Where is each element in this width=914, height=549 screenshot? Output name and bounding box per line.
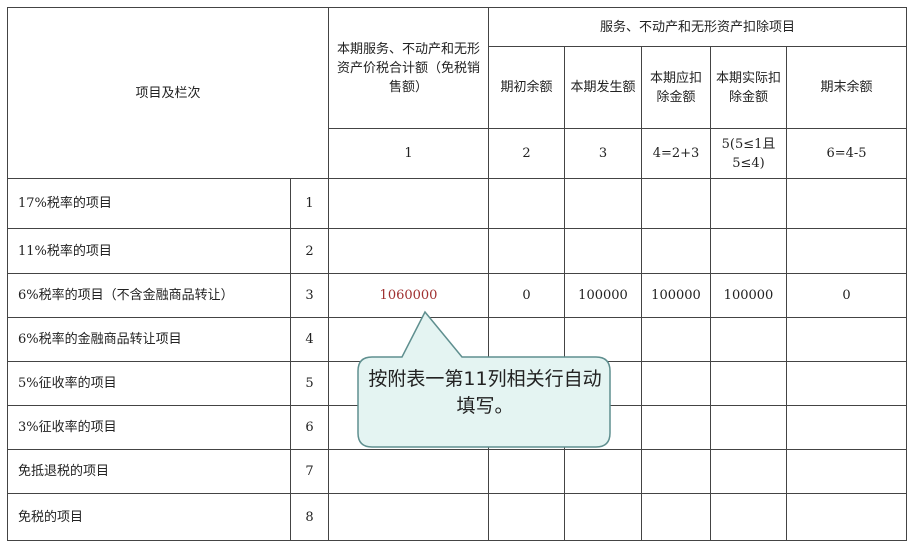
cell-col2[interactable]: [488, 493, 565, 541]
col-number: 5(5≤1且5≤4): [710, 128, 787, 179]
row-label: 11%税率的项目: [7, 228, 291, 274]
cell-col3[interactable]: [564, 493, 642, 541]
cell-col4[interactable]: [641, 361, 711, 406]
col6-header: 期末余额: [786, 46, 907, 129]
deduction-group-header: 服务、不动产和无形资产扣除项目: [488, 7, 907, 47]
row-label: 免税的项目: [7, 493, 291, 541]
col-number: 2: [488, 128, 565, 179]
cell-col5[interactable]: [710, 317, 787, 362]
cell-col4[interactable]: [641, 405, 711, 450]
table-row: 免税的项目 8: [7, 493, 907, 541]
item-column-header: 项目及栏次: [7, 7, 329, 179]
col3-header: 本期发生额: [564, 46, 642, 129]
row-number: 7: [290, 449, 329, 494]
table-row: 免抵退税的项目 7: [7, 449, 907, 494]
callout-text: 按附表一第11列相关行自动填写。: [368, 368, 602, 417]
cell-col6[interactable]: [786, 493, 907, 541]
col1-header: 本期服务、不动产和无形资产价税合计额（免税销售额）: [328, 7, 489, 129]
table-row: 6%税率的项目（不含金融商品转让） 3 1060000 0 100000 100000 10…: [7, 273, 907, 318]
row-label: 3%征收率的项目: [7, 405, 291, 450]
cell-col3[interactable]: [564, 449, 642, 494]
row-label: 6%税率的金融商品转让项目: [7, 317, 291, 362]
cell-col4[interactable]: [641, 449, 711, 494]
column-number-row: 1 2 3 4=2+3 5(5≤1且5≤4) 6=4-5: [8, 128, 907, 179]
row-number: 2: [290, 228, 329, 274]
cell-col1[interactable]: [328, 493, 489, 541]
cell-col3[interactable]: [564, 228, 642, 274]
col5-header: 本期实际扣除金额: [710, 46, 787, 129]
cell-col3[interactable]: 100000: [564, 273, 642, 318]
row-number: 8: [290, 493, 329, 541]
row-number: 3: [290, 273, 329, 318]
cell-col2[interactable]: [488, 178, 565, 229]
cell-col5[interactable]: [710, 493, 787, 541]
cell-col4[interactable]: [641, 178, 711, 229]
col2-header: 期初余额: [488, 46, 565, 129]
table-row: 6%税率的金融商品转让项目 4: [7, 317, 907, 362]
cell-col1[interactable]: [328, 178, 489, 229]
cell-col1[interactable]: [328, 317, 489, 362]
cell-col1[interactable]: [328, 228, 489, 274]
cell-col2[interactable]: [488, 317, 565, 362]
cell-col2[interactable]: [488, 228, 565, 274]
col-number: 4=2+3: [641, 128, 711, 179]
cell-col2[interactable]: 0: [488, 273, 565, 318]
cell-col2[interactable]: [488, 449, 565, 494]
cell-col6[interactable]: [786, 449, 907, 494]
col-number: 3: [564, 128, 642, 179]
table-row: 11%税率的项目 2: [7, 228, 907, 274]
cell-col5[interactable]: 100000: [710, 273, 787, 318]
cell-col3[interactable]: [564, 317, 642, 362]
col-number: 6=4-5: [786, 128, 907, 179]
col4-header: 本期应扣除金额: [641, 46, 711, 129]
col-number: 1: [328, 128, 489, 179]
row-label: 17%税率的项目: [7, 178, 291, 229]
cell-col5[interactable]: [710, 405, 787, 450]
cell-col1[interactable]: 1060000: [328, 273, 489, 318]
row-label: 5%征收率的项目: [7, 361, 291, 406]
row-number: 6: [290, 405, 329, 450]
row-number: 1: [290, 178, 329, 229]
row-label: 6%税率的项目（不含金融商品转让）: [7, 273, 291, 318]
cell-col6[interactable]: 0: [786, 273, 907, 318]
cell-col6[interactable]: [786, 228, 907, 274]
cell-col6[interactable]: [786, 317, 907, 362]
cell-col3[interactable]: [564, 178, 642, 229]
row-label: 免抵退税的项目: [7, 449, 291, 494]
cell-col5[interactable]: [710, 228, 787, 274]
cell-col4[interactable]: [641, 493, 711, 541]
cell-col5[interactable]: [710, 361, 787, 406]
row-number: 5: [290, 361, 329, 406]
row-number: 4: [290, 317, 329, 362]
cell-col4[interactable]: [641, 228, 711, 274]
cell-col6[interactable]: [786, 405, 907, 450]
cell-col6[interactable]: [786, 361, 907, 406]
cell-col5[interactable]: [710, 449, 787, 494]
cell-col4[interactable]: [641, 317, 711, 362]
cell-col4[interactable]: 100000: [641, 273, 711, 318]
deduction-table: 项目及栏次 本期服务、不动产和无形资产价税合计额（免税销售额） 服务、不动产和无…: [7, 7, 907, 541]
cell-col6[interactable]: [786, 178, 907, 229]
cell-col5[interactable]: [710, 178, 787, 229]
table-row: 17%税率的项目 1: [7, 178, 907, 229]
cell-col1[interactable]: [328, 449, 489, 494]
